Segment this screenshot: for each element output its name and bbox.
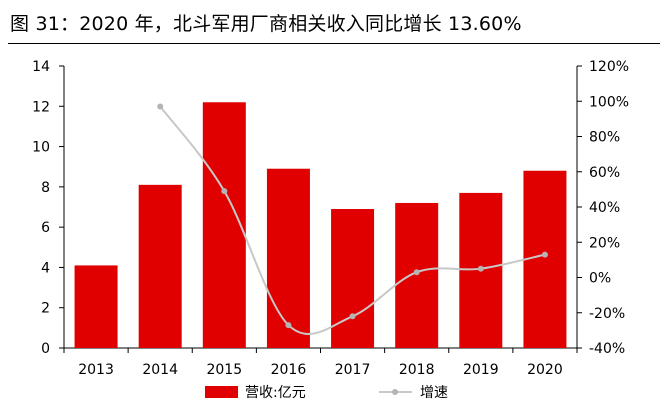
right-tick-label: 40%: [589, 200, 620, 216]
line-series: [157, 103, 548, 336]
left-tick-label: 8: [41, 180, 50, 196]
left-axis-ticks: 0 2 4 6 8 10 12 14: [32, 59, 64, 357]
legend-line-marker: [392, 389, 398, 395]
x-tick-label: 2016: [271, 362, 307, 378]
growth-point: [157, 103, 164, 110]
right-tick-label: -20%: [589, 306, 625, 322]
legend-bar-swatch: [205, 386, 238, 398]
x-tick-label: 2020: [527, 362, 563, 378]
bar: [331, 209, 375, 348]
left-tick-label: 12: [32, 99, 50, 115]
legend: 营收:亿元 增速: [205, 385, 448, 401]
right-tick-label: 0%: [589, 271, 611, 287]
legend-bar-label: 营收:亿元: [245, 385, 306, 401]
right-tick-label: 120%: [589, 59, 629, 75]
growth-point: [285, 322, 292, 329]
bar: [138, 184, 182, 348]
bar: [202, 102, 246, 348]
left-tick-label: 6: [41, 220, 50, 236]
title-divider: [8, 43, 660, 44]
growth-point: [541, 251, 548, 258]
left-tick-label: 4: [41, 260, 50, 276]
legend-line-label: 增速: [420, 385, 448, 401]
figure-title: 图 31：2020 年，北斗军用厂商相关收入同比增长 13.60%: [10, 13, 522, 35]
growth-point: [477, 265, 484, 272]
bar: [395, 202, 439, 348]
x-axis-ticks: 2013 2014 2015 2016 2017 2018 2019 2020: [63, 348, 578, 378]
bar: [74, 265, 118, 348]
x-tick-label: 2018: [399, 362, 435, 378]
growth-point: [413, 269, 420, 276]
bar-series: [74, 102, 567, 348]
right-tick-label: 80%: [589, 130, 620, 146]
x-tick-label: 2015: [206, 362, 242, 378]
right-tick-label: 20%: [589, 235, 620, 251]
x-tick-label: 2017: [335, 362, 371, 378]
growth-point: [349, 313, 356, 320]
left-tick-label: 2: [41, 301, 50, 317]
x-tick-label: 2019: [463, 362, 499, 378]
right-tick-label: -40%: [589, 341, 625, 357]
left-tick-label: 10: [32, 140, 50, 156]
x-tick-label: 2013: [78, 362, 114, 378]
left-tick-label: 14: [32, 59, 50, 75]
bar: [266, 168, 310, 348]
x-tick-label: 2014: [142, 362, 178, 378]
right-tick-label: 60%: [589, 165, 620, 181]
right-axis-ticks: -40% -20% 0% 20% 40% 60% 80% 100% 120%: [577, 59, 629, 357]
growth-point: [221, 188, 228, 195]
bar: [523, 170, 567, 348]
right-tick-label: 100%: [589, 94, 629, 110]
left-tick-label: 0: [41, 341, 50, 357]
